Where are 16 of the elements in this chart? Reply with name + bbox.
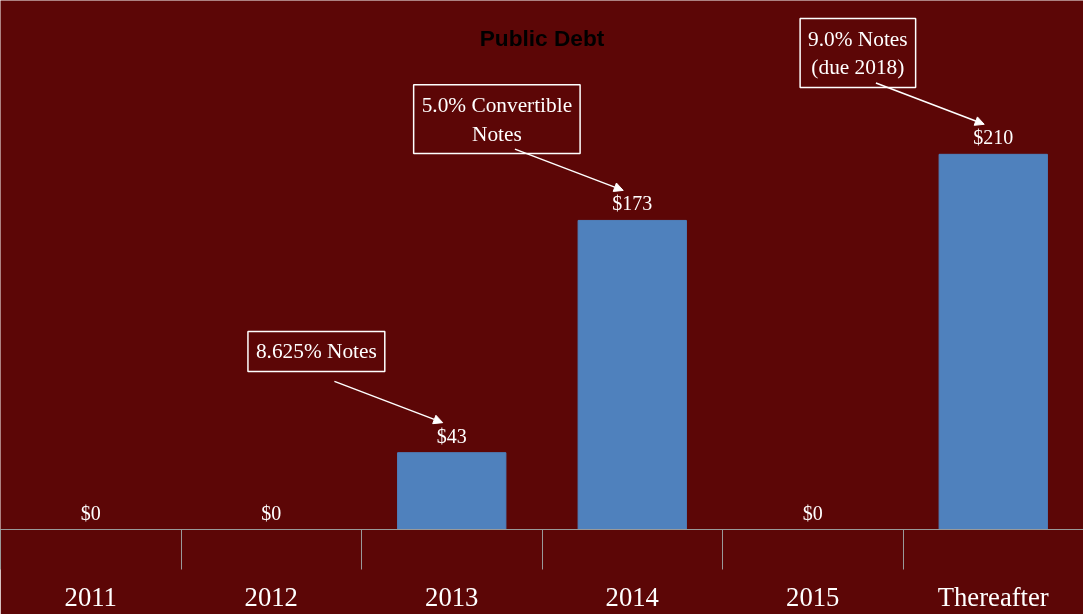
text: 9.0% Notes (due 2018) xyxy=(808,26,908,80)
x-tick-label: 2013 xyxy=(425,581,479,612)
x-tick-label: 2011 xyxy=(64,581,117,612)
data-label: $0 xyxy=(802,501,823,524)
x-tick-label: 2012 xyxy=(244,581,298,612)
chart-title: Public Debt xyxy=(479,24,605,51)
data-label: $43 xyxy=(436,424,467,447)
x-tick-label: Thereafter xyxy=(937,581,1049,612)
data-label: $210 xyxy=(973,126,1014,149)
data-label: $0 xyxy=(80,501,101,524)
x-tick-label: 2014 xyxy=(605,581,659,612)
data-label: $0 xyxy=(261,501,282,524)
annotation: 8.625% Notes xyxy=(255,339,377,364)
text: 5.0% Convertible Notes xyxy=(421,92,573,146)
data-label: $173 xyxy=(612,192,653,215)
x-tick-label: 2015 xyxy=(786,581,840,612)
